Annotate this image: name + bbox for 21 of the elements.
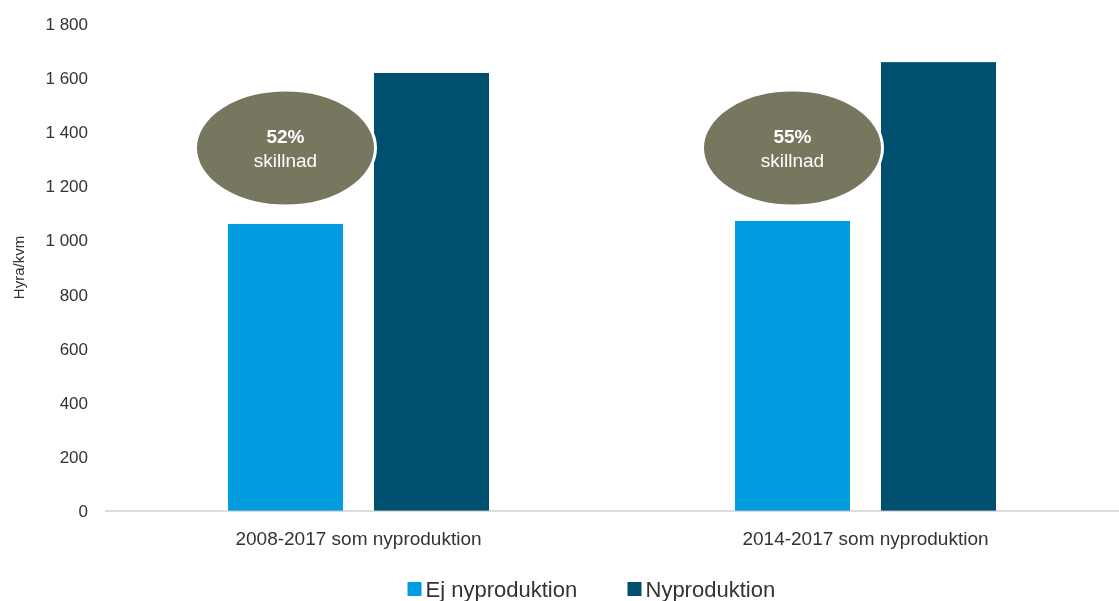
bar [735,220,850,511]
y-tick-label: 1 400 [45,123,88,143]
legend-label: Nyproduktion [645,576,776,601]
annotation: 55% skillnad [760,125,825,171]
y-tick-label: 1 000 [45,231,88,251]
y-tick-label: 0 [78,501,88,521]
x-tick-label: 2008-2017 som nyproduktion [235,528,482,549]
bar [228,223,343,511]
y-tick-label: 400 [59,393,88,413]
bar [374,72,489,511]
legend-label: Ej nyproduktion [425,576,578,601]
x-tick-label: 2014-2017 som nyproduktion [742,528,989,549]
y-tick-label: 200 [59,447,88,467]
y-axis-title: Hyra/kvm [10,235,27,300]
bar [881,62,996,511]
annotation: 52% skillnad [253,125,318,171]
y-tick-label: 1 800 [45,14,88,34]
y-tick-label: 600 [59,339,88,359]
y-tick-label: 1 600 [45,69,88,89]
y-tick-label: 800 [59,285,88,305]
y-tick-label: 1 200 [45,177,88,197]
